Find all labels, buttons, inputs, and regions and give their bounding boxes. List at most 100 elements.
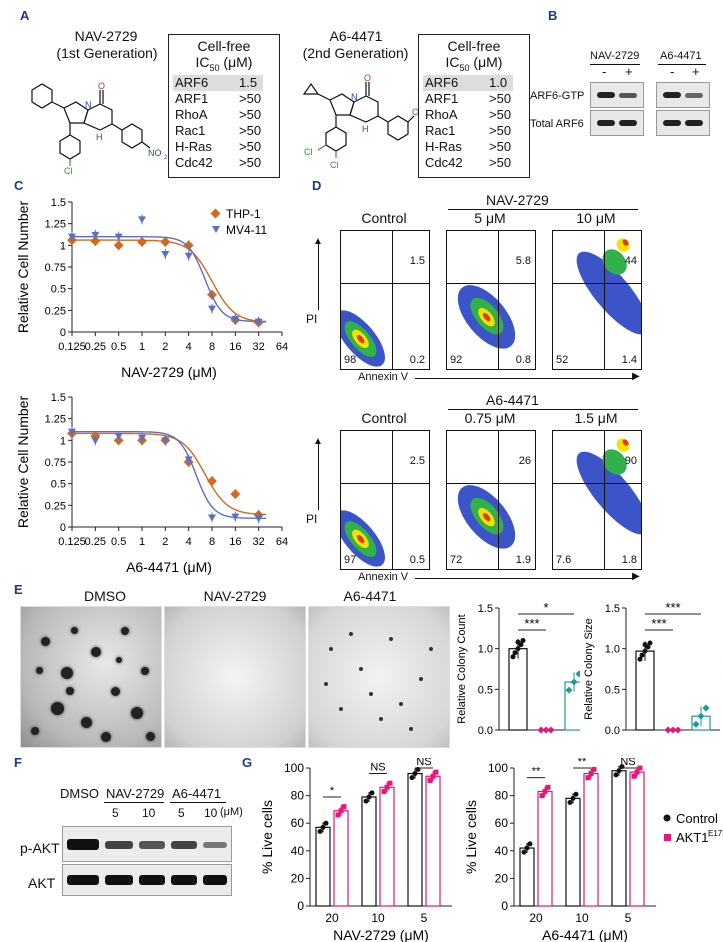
blot-f-line-nav [104, 802, 164, 803]
data-point [539, 793, 545, 799]
flow-x-arrow [415, 378, 635, 379]
flow-plot: 90 7.6 1.8 [552, 430, 642, 570]
bar-DMSO [508, 648, 528, 731]
blot-f-pakt [62, 826, 232, 862]
legend-label-thp1: THP-1 [226, 207, 261, 221]
sig-label: ** [532, 766, 541, 778]
blot-b-sign4: + [692, 64, 700, 79]
blot-b-group1: NAV-2729 [590, 50, 640, 62]
data-point [585, 775, 591, 781]
colony-dot [329, 647, 333, 651]
flow-condition-label: Control [361, 210, 407, 226]
y-tick-label: 1.0 [605, 644, 620, 656]
bar-AKT1E17K [583, 772, 599, 907]
flow-condition-label: 1.5 μM [574, 410, 618, 426]
gate-vertical [604, 231, 606, 369]
data-point-mv411 [68, 428, 76, 436]
colony-dot [31, 727, 39, 735]
bar-Control [519, 847, 535, 907]
legend-label-mv411: MV4-11 [226, 223, 267, 237]
colony-dot [146, 732, 155, 741]
fit-curve-1 [72, 431, 267, 519]
y-tick-label: 60 [291, 816, 305, 830]
colony-label-nav: NAV-2729 [203, 588, 267, 604]
x-tick-label: 0.125 [58, 341, 86, 353]
sig-label-2: *** [524, 616, 539, 631]
data-point [409, 775, 415, 781]
flow-plot: 2.5 97 0.5 [340, 430, 430, 570]
data-point-mv411 [114, 233, 123, 241]
gate-horizontal [341, 483, 429, 485]
atom-o: O [98, 81, 105, 91]
y-tick-label: 1.0 [478, 644, 493, 656]
flow-x-arrow-head: ▶ [632, 571, 640, 582]
x-tick-label: 1 [139, 536, 145, 548]
flow-y-axis-label: PI [306, 512, 318, 526]
data-point-thp1 [207, 476, 217, 487]
y-axis-label: Relative Cell Number [15, 201, 31, 334]
blot-b-group1-line [590, 64, 640, 65]
compound1-name: NAV-2729 [74, 28, 138, 44]
panel-label-a: A [20, 8, 30, 23]
bar-Control [407, 772, 423, 907]
y-tick-label: 1.25 [45, 414, 66, 426]
flow-group-label: A6-4471 [486, 392, 539, 408]
data-point [588, 771, 594, 777]
panel-label-g: G [242, 755, 253, 770]
quadrant-upper-right: 90 [624, 455, 637, 467]
bar-DMSO [635, 650, 655, 731]
panel-label-b: B [548, 8, 558, 23]
gate-vertical [498, 231, 500, 369]
gate-horizontal [553, 483, 641, 485]
blot-f-dose3: 5 [178, 806, 185, 820]
y-tick-label: 100 [488, 761, 508, 775]
table1-unit: IC50 (μM) [195, 54, 253, 73]
flow-y-arrow [318, 444, 319, 510]
flow-plot: 44 52 1.4 [552, 230, 642, 370]
gate-horizontal [447, 283, 535, 285]
flow-x-axis-label: Annexin V [358, 371, 409, 383]
data-point [702, 704, 710, 712]
quadrant-lower-left: 72 [450, 554, 463, 566]
x-tick-label: 8 [209, 341, 215, 353]
compound2-generation: (2nd Generation) [302, 45, 409, 61]
data-point [366, 794, 372, 800]
data-point [637, 765, 643, 771]
colony-image-dmso [20, 606, 162, 748]
x-tick-label: 0.125 [58, 536, 86, 548]
data-point-mv411 [254, 318, 263, 326]
data-point-mv411 [208, 514, 216, 522]
y-tick-label: 0 [60, 522, 66, 534]
data-point [639, 652, 645, 658]
data-point-mv411 [231, 513, 240, 521]
x-tick-label: 16 [229, 536, 241, 548]
flow-condition-label: 10 μM [576, 210, 616, 226]
colony-dot [116, 657, 122, 663]
colony-dot [111, 687, 120, 696]
data-point [545, 784, 551, 790]
y-tick-label: 60 [495, 816, 509, 830]
colony-dot [399, 702, 403, 706]
data-point [521, 849, 527, 855]
data-point [591, 766, 597, 772]
blot-b-group2-line [658, 64, 706, 65]
fit-curve-0 [72, 239, 267, 323]
blot-f-line-a6 [170, 802, 226, 803]
data-point [573, 791, 579, 797]
fit-curve-1 [72, 236, 267, 323]
y-tick-label: 1 [60, 240, 66, 252]
x-tick-label: 10 [371, 911, 385, 925]
y-tick-label: 0.5 [605, 684, 620, 696]
colony-dot [51, 702, 64, 715]
data-point [570, 795, 576, 801]
flow-plot: 5.8 92 0.8 [446, 230, 536, 370]
blot-b-sign3: - [670, 64, 675, 79]
colony-dot [81, 717, 92, 728]
y-tick-label: 0.25 [45, 305, 66, 317]
data-point-mv411 [91, 437, 100, 445]
sig-label: NS [416, 758, 431, 768]
atom-cl-2: Cl [330, 160, 339, 170]
y-axis-label: Relative Colony Size [583, 618, 595, 720]
x-axis-label: A6-4471 (μM) [542, 927, 628, 942]
